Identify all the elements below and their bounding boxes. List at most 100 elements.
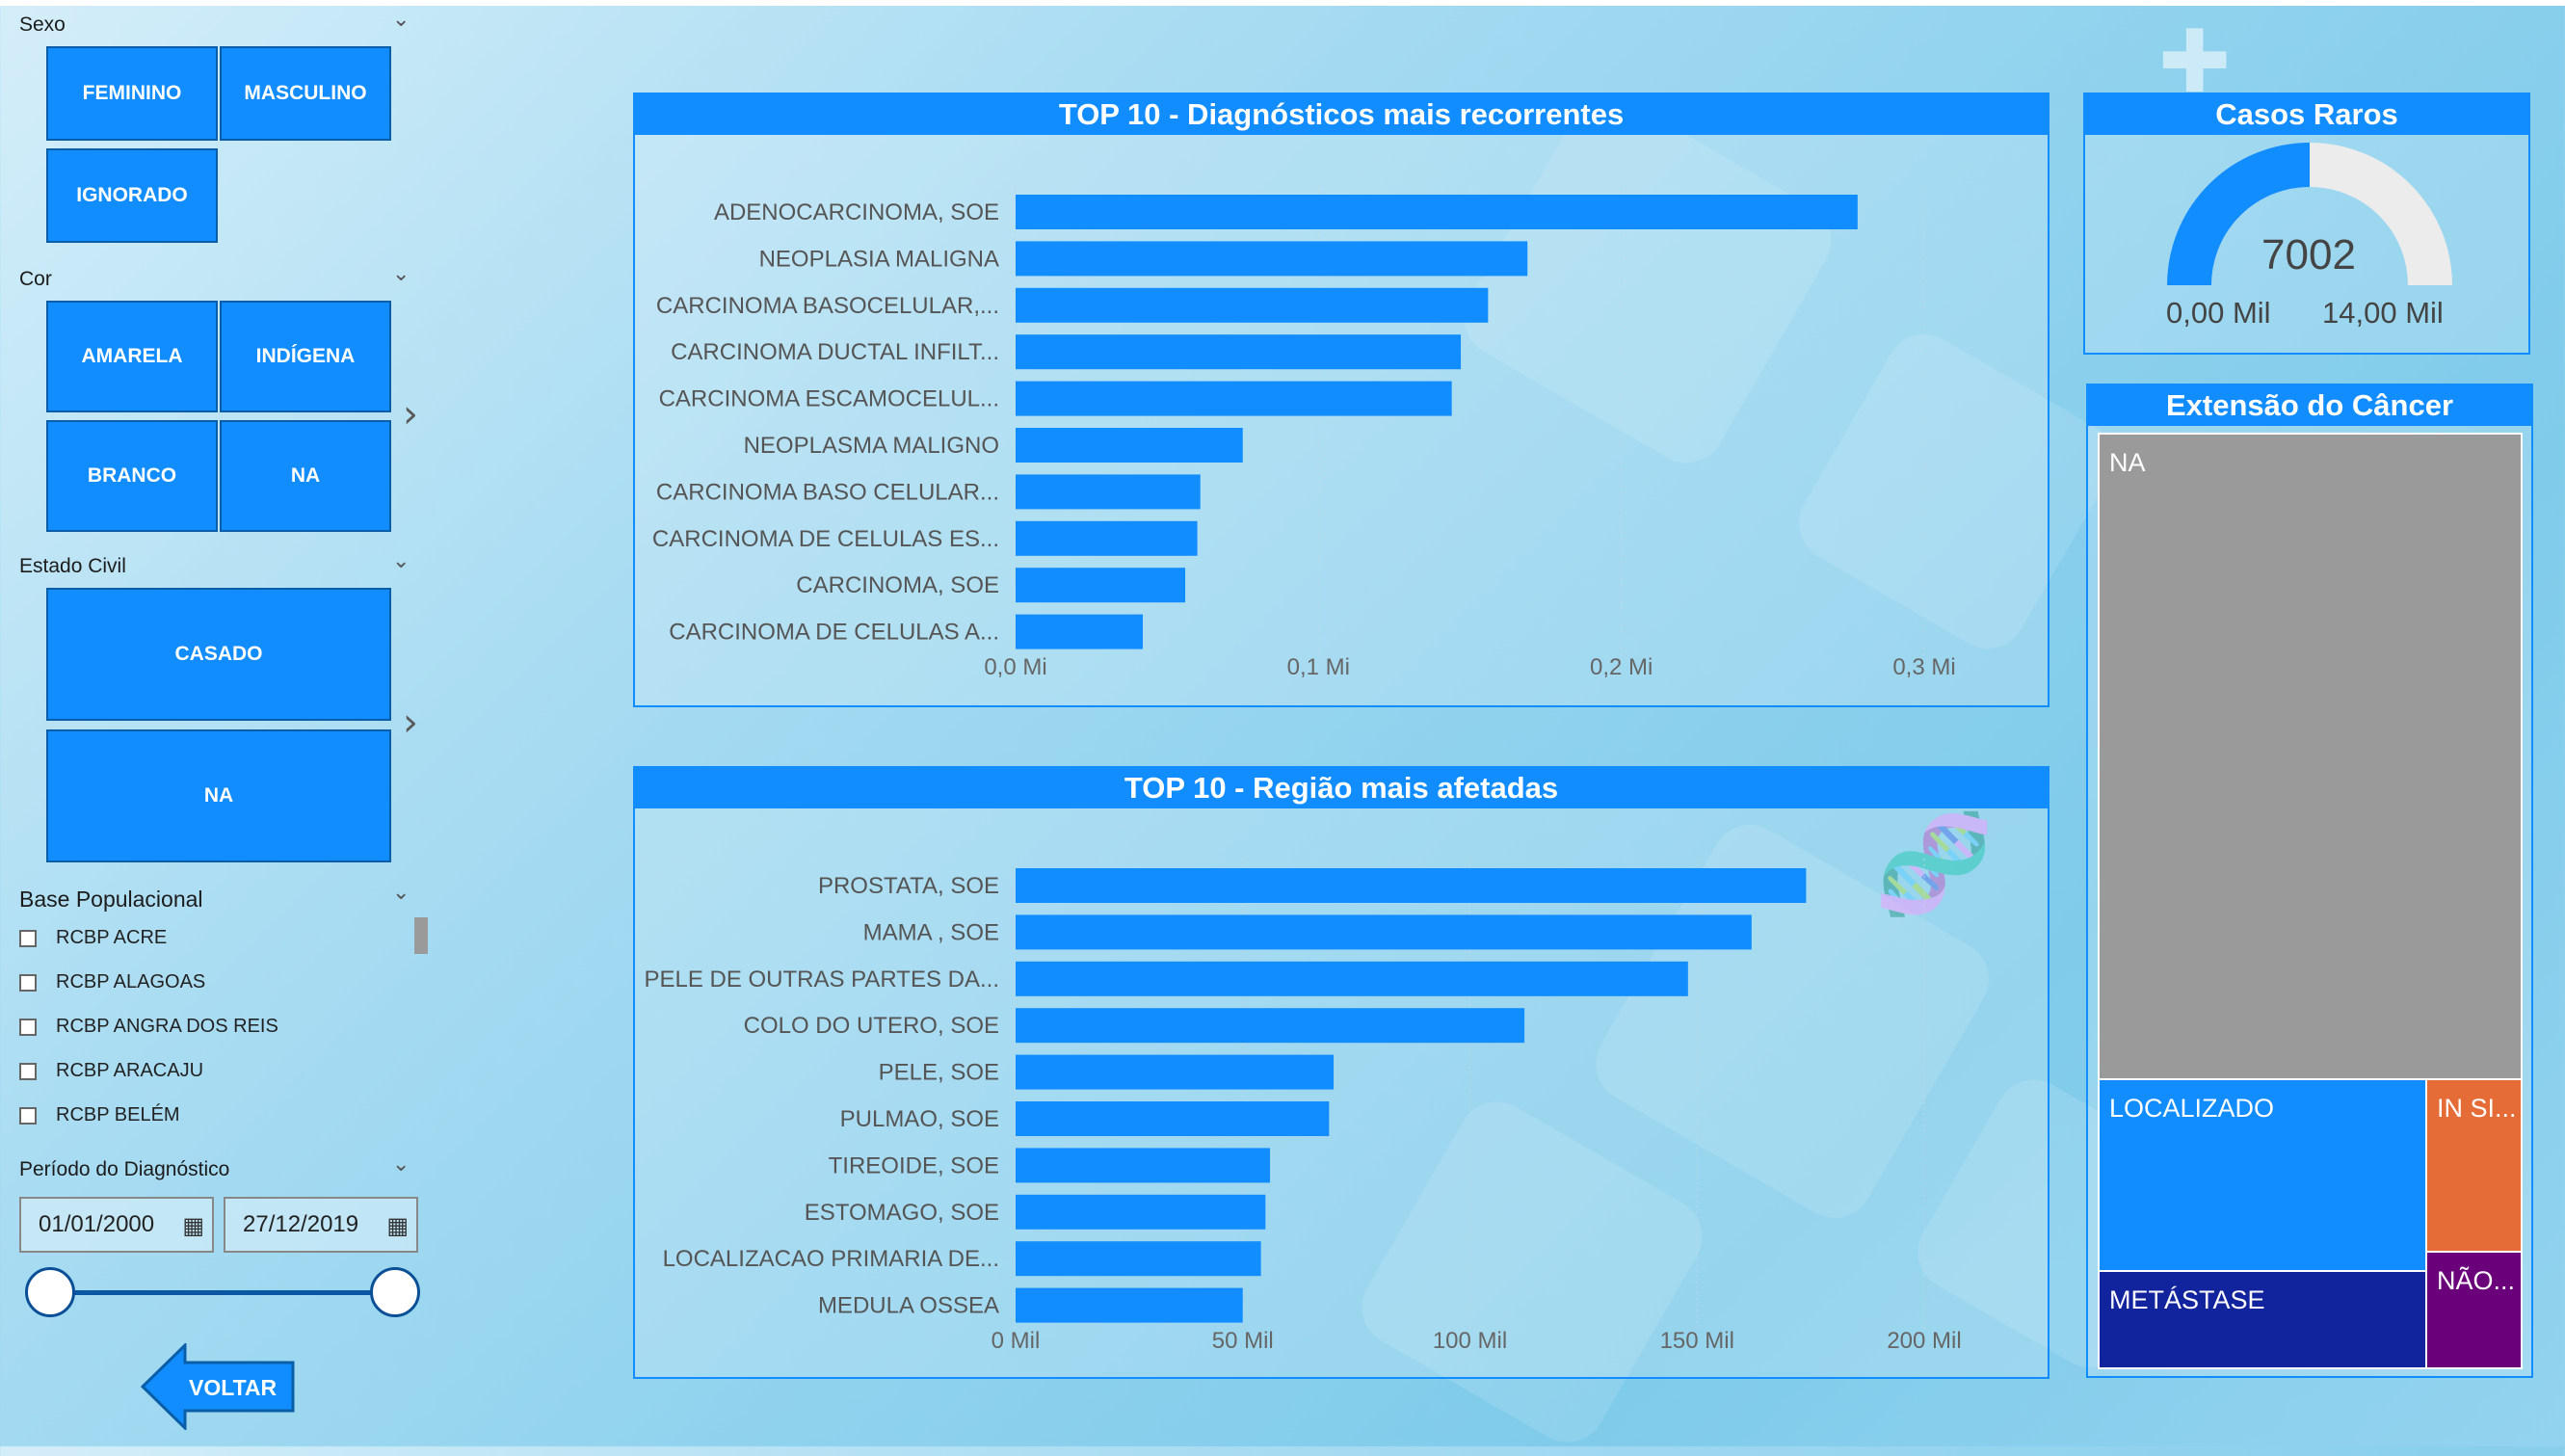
list-item-label: RCBP ALAGOAS bbox=[56, 971, 206, 993]
diagnosticos-category-label: CARCINOMA, SOE bbox=[796, 572, 999, 598]
checkbox[interactable] bbox=[19, 973, 37, 992]
diagnosticos-bar[interactable] bbox=[1016, 287, 1489, 323]
gauge-min-label: 0,00 Mil bbox=[2166, 296, 2271, 330]
base-item-acre[interactable]: RCBP ACRE bbox=[19, 927, 167, 949]
treemap-cell-na[interactable]: NA bbox=[2098, 433, 2523, 1080]
checkbox[interactable] bbox=[19, 1062, 37, 1080]
date-slider-start-handle[interactable] bbox=[25, 1267, 75, 1317]
regioes-bar[interactable] bbox=[1016, 914, 1752, 950]
base-item-alagoas[interactable]: RCBP ALAGOAS bbox=[19, 971, 205, 993]
estado-civil-casado-button[interactable]: CASADO bbox=[46, 588, 391, 721]
diagnosticos-bar[interactable] bbox=[1016, 334, 1462, 370]
checkbox[interactable] bbox=[19, 1018, 37, 1036]
end-date-input[interactable]: 27/12/2019 ▦ bbox=[224, 1197, 418, 1253]
diagnosticos-bar[interactable] bbox=[1016, 520, 1198, 556]
diagnosticos-bar[interactable] bbox=[1016, 428, 1243, 463]
calendar-icon[interactable]: ▦ bbox=[386, 1212, 409, 1239]
calendar-icon[interactable]: ▦ bbox=[182, 1212, 204, 1239]
back-button-label: VOLTAR bbox=[189, 1375, 278, 1400]
sexo-feminino-button[interactable]: FEMININO bbox=[46, 46, 218, 141]
cor-branco-button[interactable]: BRANCO bbox=[46, 420, 218, 532]
chevron-down-icon[interactable]: ⌄ bbox=[392, 262, 410, 286]
diagnosticos-bar[interactable] bbox=[1016, 614, 1144, 649]
regioes-category-label: PROSTATA, SOE bbox=[818, 873, 999, 899]
filter-label-periodo: Período do Diagnóstico bbox=[19, 1158, 230, 1180]
regioes-bar[interactable] bbox=[1016, 1194, 1266, 1230]
regioes-x-tick: 50 Mil bbox=[1212, 1328, 1274, 1354]
diagnosticos-x-tick: 0,3 Mi bbox=[1892, 654, 1955, 680]
regioes-x-tick: 150 Mil bbox=[1660, 1328, 1734, 1354]
base-item-aracaju[interactable]: RCBP ARACAJU bbox=[19, 1060, 203, 1082]
cor-na-button[interactable]: NA bbox=[220, 420, 391, 532]
regioes-bar[interactable] bbox=[1016, 1287, 1243, 1323]
diagnosticos-bar[interactable] bbox=[1016, 381, 1452, 416]
gauge-value-arc bbox=[2167, 143, 2311, 286]
chevron-down-icon[interactable]: ⌄ bbox=[392, 1152, 410, 1177]
chevron-down-icon[interactable]: ⌄ bbox=[392, 549, 410, 573]
list-item-label: RCBP BELÉM bbox=[56, 1104, 180, 1125]
date-range-slider-track[interactable] bbox=[50, 1290, 395, 1295]
dna-icon: 🧬 bbox=[1874, 807, 1995, 920]
list-item-label: RCBP ARACAJU bbox=[56, 1060, 204, 1081]
list-scrollbar[interactable] bbox=[414, 917, 428, 954]
diagnosticos-category-label: CARCINOMA DE CELULAS A... bbox=[669, 620, 999, 646]
back-arrow-button[interactable] bbox=[141, 1343, 295, 1430]
chevron-right-icon[interactable]: › bbox=[403, 701, 418, 745]
diagnosticos-bar-chart: 0,0 Mi 0,1 Mi 0,2 Mi 0,3 Mi ADENOCARCINOMA, … bbox=[652, 185, 1956, 680]
regioes-bar[interactable] bbox=[1016, 1148, 1271, 1183]
treemap-cell-in-situ[interactable]: IN SI... bbox=[2425, 1078, 2523, 1253]
start-date-input[interactable]: 01/01/2000 ▦ bbox=[19, 1197, 214, 1253]
cor-indigena-button[interactable]: INDÍGENA bbox=[220, 301, 391, 412]
start-date-value: 01/01/2000 bbox=[39, 1211, 155, 1237]
extensao-title: Extensão do Câncer bbox=[2088, 385, 2531, 426]
sexo-ignorado-button[interactable]: IGNORADO bbox=[46, 148, 218, 243]
diagnosticos-category-label: CARCINOMA BASOCELULAR,... bbox=[656, 293, 999, 319]
regioes-category-label: MAMA , SOE bbox=[863, 919, 999, 945]
regioes-bar[interactable] bbox=[1016, 1008, 1525, 1044]
regioes-title: TOP 10 - Região mais afetadas bbox=[635, 768, 2048, 808]
sexo-masculino-button[interactable]: MASCULINO bbox=[220, 46, 391, 141]
list-item-label: RCBP ACRE bbox=[56, 927, 168, 948]
casos-raros-gauge bbox=[2167, 143, 2452, 286]
diagnosticos-bar[interactable] bbox=[1016, 474, 1201, 510]
regioes-bar[interactable] bbox=[1016, 1101, 1330, 1136]
regioes-category-label: PELE, SOE bbox=[879, 1060, 999, 1086]
gauge-max-label: 14,00 Mil bbox=[2322, 296, 2444, 330]
regioes-category-label: ESTOMAGO, SOE bbox=[805, 1200, 999, 1226]
regioes-category-label: LOCALIZACAO PRIMARIA DE... bbox=[663, 1246, 999, 1272]
diagnosticos-bar[interactable] bbox=[1016, 568, 1186, 603]
diagnosticos-bar[interactable] bbox=[1016, 241, 1528, 277]
treemap-cell-nao[interactable]: NÃO... bbox=[2425, 1251, 2523, 1369]
diagnosticos-title: TOP 10 - Diagnósticos mais recorrentes bbox=[635, 94, 2048, 135]
chevron-right-icon[interactable]: › bbox=[403, 392, 418, 437]
estado-civil-na-button[interactable]: NA bbox=[46, 729, 391, 862]
checkbox[interactable] bbox=[19, 1106, 37, 1125]
diagnosticos-category-label: NEOPLASMA MALIGNO bbox=[744, 433, 999, 459]
diagnosticos-category-label: ADENOCARCINOMA, SOE bbox=[714, 199, 999, 225]
checkbox[interactable] bbox=[19, 929, 37, 947]
cor-amarela-button[interactable]: AMARELA bbox=[46, 301, 218, 412]
end-date-value: 27/12/2019 bbox=[243, 1211, 359, 1237]
regioes-x-tick: 100 Mil bbox=[1433, 1328, 1507, 1354]
treemap-cell-metastase[interactable]: METÁSTASE bbox=[2098, 1270, 2427, 1369]
regioes-bar[interactable] bbox=[1016, 868, 1807, 903]
date-slider-end-handle[interactable] bbox=[370, 1267, 420, 1317]
regioes-bar[interactable] bbox=[1016, 1241, 1261, 1277]
base-item-angra-dos-reis[interactable]: RCBP ANGRA DOS REIS bbox=[19, 1016, 278, 1038]
regioes-bar[interactable] bbox=[1016, 1054, 1335, 1090]
regioes-panel: TOP 10 - Região mais afetadas 0 Mil 50 Mi… bbox=[633, 766, 2049, 1379]
diagnosticos-x-tick: 0,1 Mi bbox=[1287, 654, 1350, 680]
diagnosticos-bar[interactable] bbox=[1016, 195, 1858, 229]
regioes-bar[interactable] bbox=[1016, 961, 1688, 996]
base-item-belem[interactable]: RCBP BELÉM bbox=[19, 1104, 180, 1126]
diagnosticos-panel: TOP 10 - Diagnósticos mais recorrentes 0… bbox=[633, 93, 2049, 707]
list-item-label: RCBP ANGRA DOS REIS bbox=[56, 1016, 278, 1037]
regioes-x-tick: 200 Mil bbox=[1887, 1328, 1961, 1354]
filter-label-cor: Cor bbox=[19, 268, 52, 290]
chevron-down-icon[interactable]: ⌄ bbox=[392, 881, 410, 905]
treemap-cell-localizado[interactable]: LOCALIZADO bbox=[2098, 1078, 2427, 1272]
diagnosticos-category-label: NEOPLASIA MALIGNA bbox=[759, 246, 999, 272]
diagnosticos-category-label: CARCINOMA ESCAMOCELUL... bbox=[659, 386, 999, 412]
chevron-down-icon[interactable]: ⌄ bbox=[392, 8, 410, 32]
diagnosticos-category-label: CARCINOMA BASO CELULAR... bbox=[656, 479, 999, 505]
